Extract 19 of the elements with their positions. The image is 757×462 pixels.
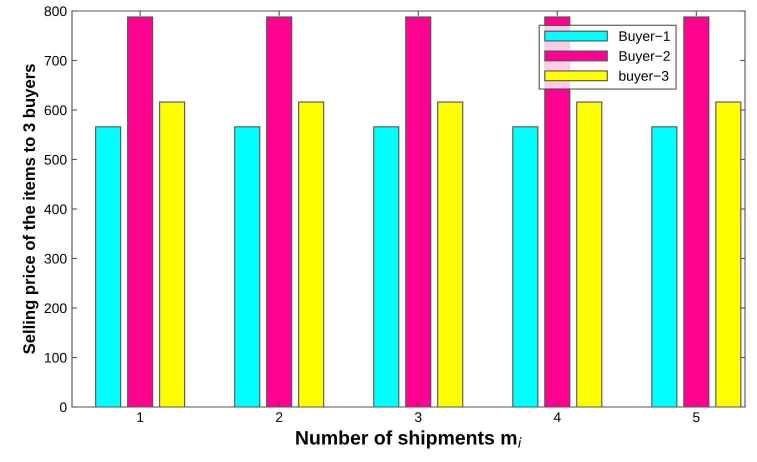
y-tick-label: 500 (44, 154, 67, 165)
legend-label: Buyer−1 (620, 31, 670, 44)
y-tick-label: 100 (45, 352, 67, 363)
y-tick-label: 200 (44, 303, 67, 314)
y-axis-title: Selling price of the items to 3 buyers (22, 64, 38, 354)
y-tick-label: 300 (44, 254, 67, 264)
y-tick-label: 400 (44, 204, 67, 214)
x-tick-label: 5 (693, 412, 700, 422)
x-tick-label: 1 (137, 412, 144, 422)
legend-label: Buyer−2 (620, 51, 670, 64)
x-axis-title: Number of shipments m$_{i}$ (296, 430, 522, 448)
legend-label: buyer−3 (619, 70, 668, 84)
x-tick-label: 3 (414, 412, 422, 422)
y-tick-label: 700 (44, 56, 67, 66)
y-tick-label: 800 (44, 6, 67, 16)
y-tick-label: 0 (60, 402, 67, 412)
x-tick-label: 2 (276, 412, 282, 422)
x-tick-label: 4 (554, 412, 561, 422)
y-tick-label: 600 (44, 105, 67, 116)
